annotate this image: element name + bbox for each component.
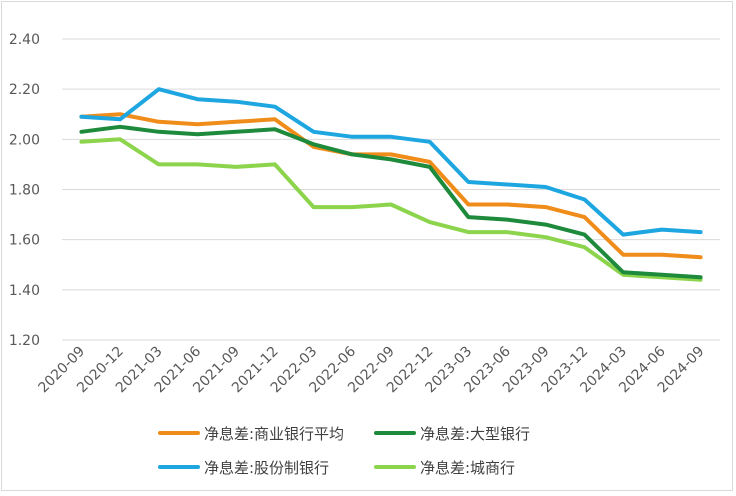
legend-item-1: 净息差:大型银行 <box>374 425 530 443</box>
legend-item-3: 净息差:城商行 <box>374 459 515 477</box>
y-tick-label: 2.00 <box>9 132 40 148</box>
x-axis: 2020-092020-122021-032021-062021-092021-… <box>36 343 708 396</box>
legend-label: 净息差:城商行 <box>420 459 515 477</box>
legend-label: 净息差:大型银行 <box>420 425 530 443</box>
gridlines <box>62 38 720 341</box>
y-tick-label: 2.40 <box>9 32 40 48</box>
series-line-2 <box>79 87 703 237</box>
y-tick-label: 1.80 <box>9 183 40 199</box>
series-line-0 <box>79 112 703 260</box>
legend-label: 净息差:商业银行平均 <box>204 425 344 443</box>
y-tick-label: 2.20 <box>9 82 40 98</box>
series-line-3 <box>79 137 703 282</box>
y-axis: 1.20 1.40 1.60 1.80 2.00 2.20 2.40 <box>9 32 40 349</box>
legend-item-2: 净息差:股份制银行 <box>158 459 329 477</box>
legend-item-0: 净息差:商业银行平均 <box>158 425 344 443</box>
y-tick-label: 1.40 <box>9 283 40 299</box>
series-lines <box>79 87 703 282</box>
series-line-1 <box>79 124 703 280</box>
y-tick-label: 1.20 <box>9 333 40 349</box>
y-tick-label: 1.60 <box>9 233 40 249</box>
legend-label: 净息差:股份制银行 <box>204 459 329 477</box>
